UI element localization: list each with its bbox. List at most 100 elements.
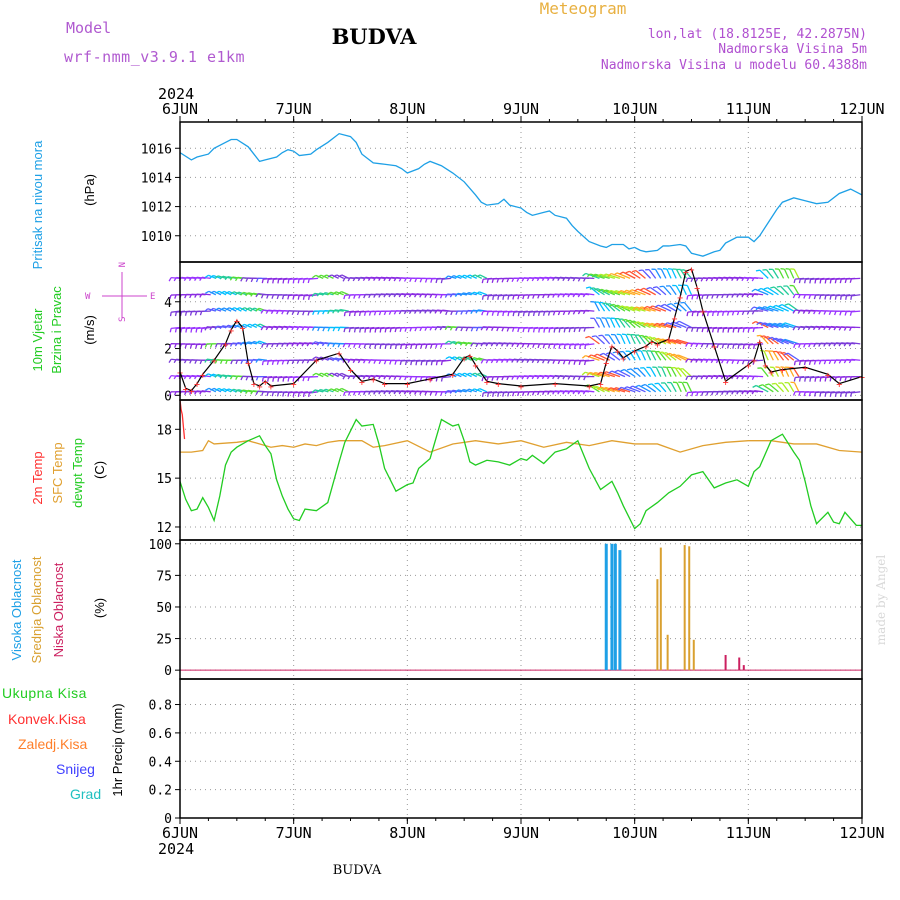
wind-barb-tick <box>308 392 310 397</box>
wind-barb <box>585 309 595 312</box>
wind-marker: + <box>802 363 808 374</box>
wind-barb-tick <box>705 391 709 396</box>
wind-marker: + <box>598 380 604 391</box>
wind-barb <box>686 285 693 296</box>
wind-barb-tick <box>502 295 505 300</box>
wind-barb-tick <box>430 344 433 349</box>
model-name: wrf-nmm_v3.9.1 e1km <box>64 48 245 66</box>
wind-barb-tick <box>511 342 515 348</box>
wind-barb-tick <box>327 291 332 296</box>
temp2m-label: 2m Temp <box>30 451 45 504</box>
wind-barb-tick <box>626 368 632 371</box>
wind-barb <box>421 359 431 362</box>
wind-barb-tick <box>500 358 505 363</box>
wind-barb-tick <box>838 342 842 347</box>
wind-barb-tick <box>271 294 274 299</box>
wind-barb-tick <box>266 360 269 366</box>
wind-barb-tick <box>337 309 341 314</box>
wind-barb <box>617 369 631 378</box>
wind-barb-tick <box>813 295 817 300</box>
wind-marker: + <box>723 377 729 388</box>
wind-barb-tick <box>214 374 219 378</box>
wind-barb-tick <box>839 295 842 300</box>
wind-barb-tick <box>234 342 239 347</box>
wind-barb-tick <box>691 392 694 397</box>
wind-barb-tick <box>839 377 842 382</box>
wind-barb-tick <box>475 291 480 295</box>
wind-barb <box>618 318 626 328</box>
wind-barb-tick <box>720 276 725 282</box>
wind-barb-tick <box>548 328 551 333</box>
wind-barb-tick <box>582 390 587 395</box>
wind-barb-tick <box>384 328 387 333</box>
wind-barb-tick <box>174 328 177 333</box>
wind-barb-tick <box>486 311 489 316</box>
wind-barb-tick <box>781 338 786 343</box>
wind-barb-tick <box>250 292 254 297</box>
wind-barb-tick <box>480 326 484 331</box>
wind-barb <box>249 323 257 329</box>
wind-barb-tick <box>209 359 213 364</box>
wind-barb-tick <box>747 360 750 365</box>
wind-marker: + <box>473 361 479 372</box>
y-tick-label: 1012 <box>141 201 172 216</box>
wind-barb <box>768 383 779 393</box>
wind-barb <box>649 367 657 377</box>
wind-barb-tick <box>668 339 673 344</box>
wind-barb <box>667 322 682 329</box>
wind-barb <box>670 382 677 393</box>
wind-barb-tick <box>235 375 239 380</box>
wind-barb-tick <box>373 276 377 281</box>
wind-barb <box>479 274 488 279</box>
wind-barb <box>781 304 795 312</box>
wind-barb-tick <box>813 342 817 348</box>
wind-barb-tick <box>327 357 332 361</box>
wind-barb-tick <box>558 328 561 333</box>
wind-barb-tick <box>634 321 639 325</box>
wind-barb-tick <box>260 326 264 331</box>
wind-barb-tick <box>628 289 633 293</box>
wind-barb-tick <box>547 293 551 299</box>
wind-barb-tick <box>183 375 188 380</box>
wind-barb-tick <box>220 307 225 311</box>
wind-barb-tick <box>583 277 586 282</box>
wind-barb <box>326 372 334 378</box>
wind-barb-tick <box>552 390 556 395</box>
wind-barb <box>767 287 779 296</box>
wind-barb-tick <box>531 391 535 396</box>
wind-barb-tick <box>219 359 223 364</box>
wind-barb-tick <box>199 359 203 365</box>
wind-barb-tick <box>755 306 760 311</box>
wind-barb <box>278 277 288 281</box>
wind-barb <box>630 334 636 345</box>
wind-barb-tick <box>317 274 322 278</box>
wind-barb-tick <box>736 390 740 395</box>
wind-barb <box>851 277 861 280</box>
wind-barb-tick <box>465 327 469 332</box>
wind-barb-tick <box>625 319 631 323</box>
wind-barb-tick <box>261 377 264 382</box>
wind-barb-tick <box>476 372 481 376</box>
wind-barb-tick <box>445 356 450 360</box>
wind-barb-tick <box>194 375 198 380</box>
bar <box>724 654 727 671</box>
wind-barb-tick <box>353 294 356 299</box>
wind-barb-tick <box>495 358 500 364</box>
wind-barb-tick <box>828 326 832 331</box>
wind-barb-tick <box>332 327 336 332</box>
wind-barb-tick <box>388 390 392 395</box>
wind-barb-tick <box>647 383 653 386</box>
compass-north: N <box>118 262 128 267</box>
wind-barb-tick <box>582 293 587 298</box>
wind-barb-tick <box>599 352 604 356</box>
wind-barb-tick <box>828 310 832 316</box>
wind-barb-tick <box>471 274 476 278</box>
wind-barb-tick <box>292 295 295 300</box>
wind-marker: + <box>586 382 592 393</box>
wind-barb <box>759 269 769 279</box>
wind-barb <box>341 387 350 393</box>
wind-barb-tick <box>691 295 694 300</box>
wind-barb-tick <box>235 291 240 296</box>
wind-barb-tick <box>373 390 377 395</box>
cloud-mid-label: Srednja Oblacnost <box>29 556 44 663</box>
